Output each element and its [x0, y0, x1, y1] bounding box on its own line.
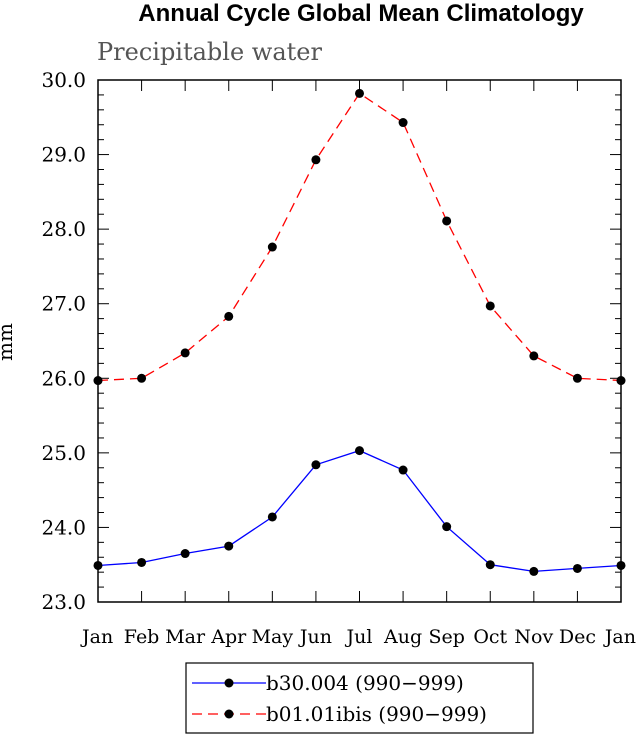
x-tick-label: Oct	[473, 626, 507, 648]
y-tick-label: 28.0	[41, 217, 86, 241]
data-point	[267, 242, 277, 252]
data-point	[93, 560, 103, 570]
y-tick-label: 24.0	[41, 515, 86, 539]
legend-label-b30: b30.004 (990−999)	[266, 671, 464, 695]
data-point	[224, 311, 234, 321]
legend-label-b01: b01.01ibis (990−999)	[266, 702, 487, 726]
x-tick-label: May	[252, 626, 294, 648]
y-tick-label: 23.0	[41, 590, 86, 614]
plot-frame	[97, 79, 622, 603]
x-tick-label: Dec	[559, 626, 596, 648]
legend-marker-b01	[224, 709, 234, 719]
data-point	[616, 376, 626, 386]
y-tick-label: 25.0	[41, 441, 86, 465]
legend: b30.004 (990−999) b01.01ibis (990−999)	[185, 662, 534, 734]
y-tick-label: 30.0	[41, 68, 86, 92]
y-tick-label: 26.0	[41, 366, 86, 390]
data-point	[180, 348, 190, 358]
series-layer	[93, 88, 626, 576]
y-axis-label: mm	[0, 323, 17, 361]
x-tick-label: Mar	[165, 626, 206, 648]
data-point	[311, 460, 321, 470]
data-point	[267, 512, 277, 522]
data-point	[485, 301, 495, 311]
data-point	[311, 155, 321, 165]
data-point	[616, 560, 626, 570]
series-line-1	[97, 92, 622, 382]
data-point	[224, 541, 234, 551]
x-tick-label: Jan	[603, 626, 636, 648]
data-point	[442, 216, 452, 226]
x-tick-label: Jan	[80, 626, 113, 648]
x-tick-label: Jun	[298, 626, 332, 648]
data-point	[180, 549, 190, 559]
data-point	[572, 563, 582, 573]
data-point	[93, 376, 103, 386]
x-tick-label: Jul	[345, 626, 373, 648]
data-point	[442, 522, 452, 532]
series-line-0	[97, 449, 622, 573]
data-point	[529, 566, 539, 576]
data-point	[398, 465, 408, 475]
x-tick-label: Apr	[210, 626, 247, 648]
x-tick-label: Aug	[383, 626, 422, 648]
legend-marker-b30	[224, 678, 234, 688]
data-point	[355, 446, 364, 456]
y-tick-label: 27.0	[41, 292, 86, 316]
chart-title: Annual Cycle Global Mean Climatology	[138, 0, 584, 27]
data-point	[398, 118, 408, 128]
data-point	[137, 373, 147, 383]
x-tick-label: Sep	[428, 626, 464, 648]
chart-subtitle: Precipitable water	[97, 38, 323, 66]
data-point	[529, 351, 539, 361]
data-point	[355, 88, 364, 98]
data-point	[572, 373, 582, 383]
legend-box	[185, 662, 534, 734]
data-point	[485, 560, 495, 570]
y-tick-label: 29.0	[41, 143, 86, 167]
data-point	[137, 557, 147, 567]
x-tick-label: Feb	[124, 626, 160, 648]
x-tick-label: Nov	[514, 626, 553, 648]
